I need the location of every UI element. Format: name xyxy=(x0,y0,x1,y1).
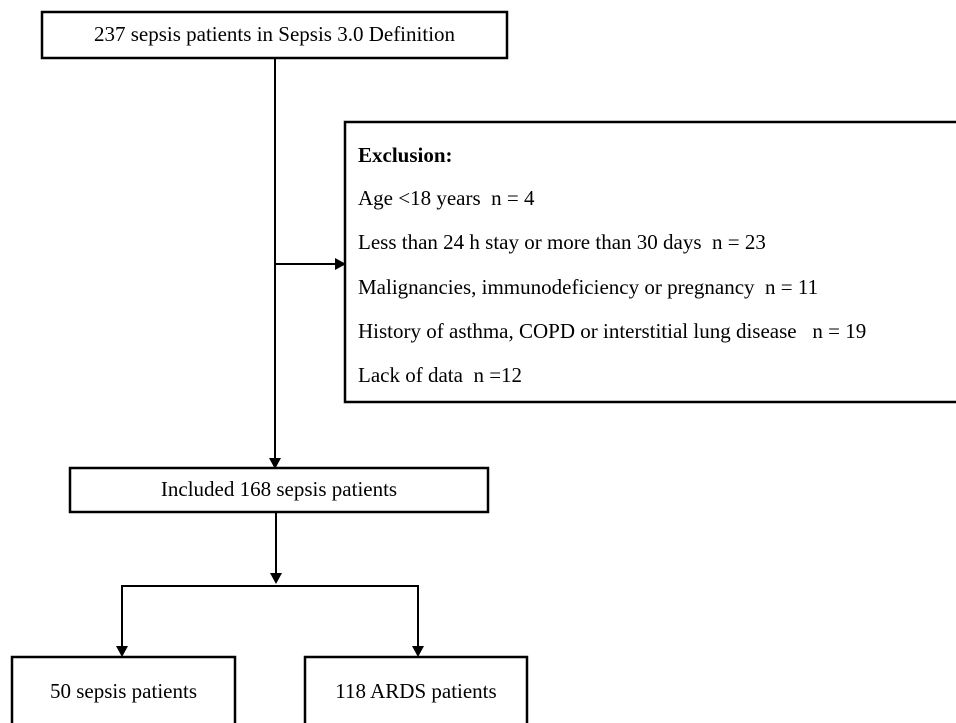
node-box xyxy=(68,466,490,514)
arrow-head xyxy=(116,646,128,657)
node-box xyxy=(303,655,529,723)
node-box xyxy=(40,10,509,60)
node-label: Included 168 sepsis patients xyxy=(161,477,397,501)
node-label: 50 sepsis patients xyxy=(50,679,197,703)
node-box xyxy=(10,655,237,723)
exclusion-box xyxy=(343,120,956,404)
exclusion-item: Less than 24 h stay or more than 30 days… xyxy=(358,230,766,254)
arrow-head xyxy=(335,258,346,270)
node-label: 118 ARDS patients xyxy=(335,679,496,703)
exclusion-item: History of asthma, COPD or interstitial … xyxy=(358,319,866,343)
connector xyxy=(121,585,419,648)
arrow-head xyxy=(412,646,424,657)
exclusion-item: Age <18 years n = 4 xyxy=(358,186,535,210)
connectors xyxy=(116,58,424,657)
arrow-head xyxy=(269,458,281,469)
node-label: 237 sepsis patients in Sepsis 3.0 Defini… xyxy=(94,22,456,46)
arrow-head xyxy=(270,573,282,584)
exclusion-title: Exclusion: xyxy=(358,143,453,167)
exclusion-item: Malignancies, immunodeficiency or pregna… xyxy=(358,275,818,299)
exclusion-item: Lack of data n =12 xyxy=(358,363,522,387)
